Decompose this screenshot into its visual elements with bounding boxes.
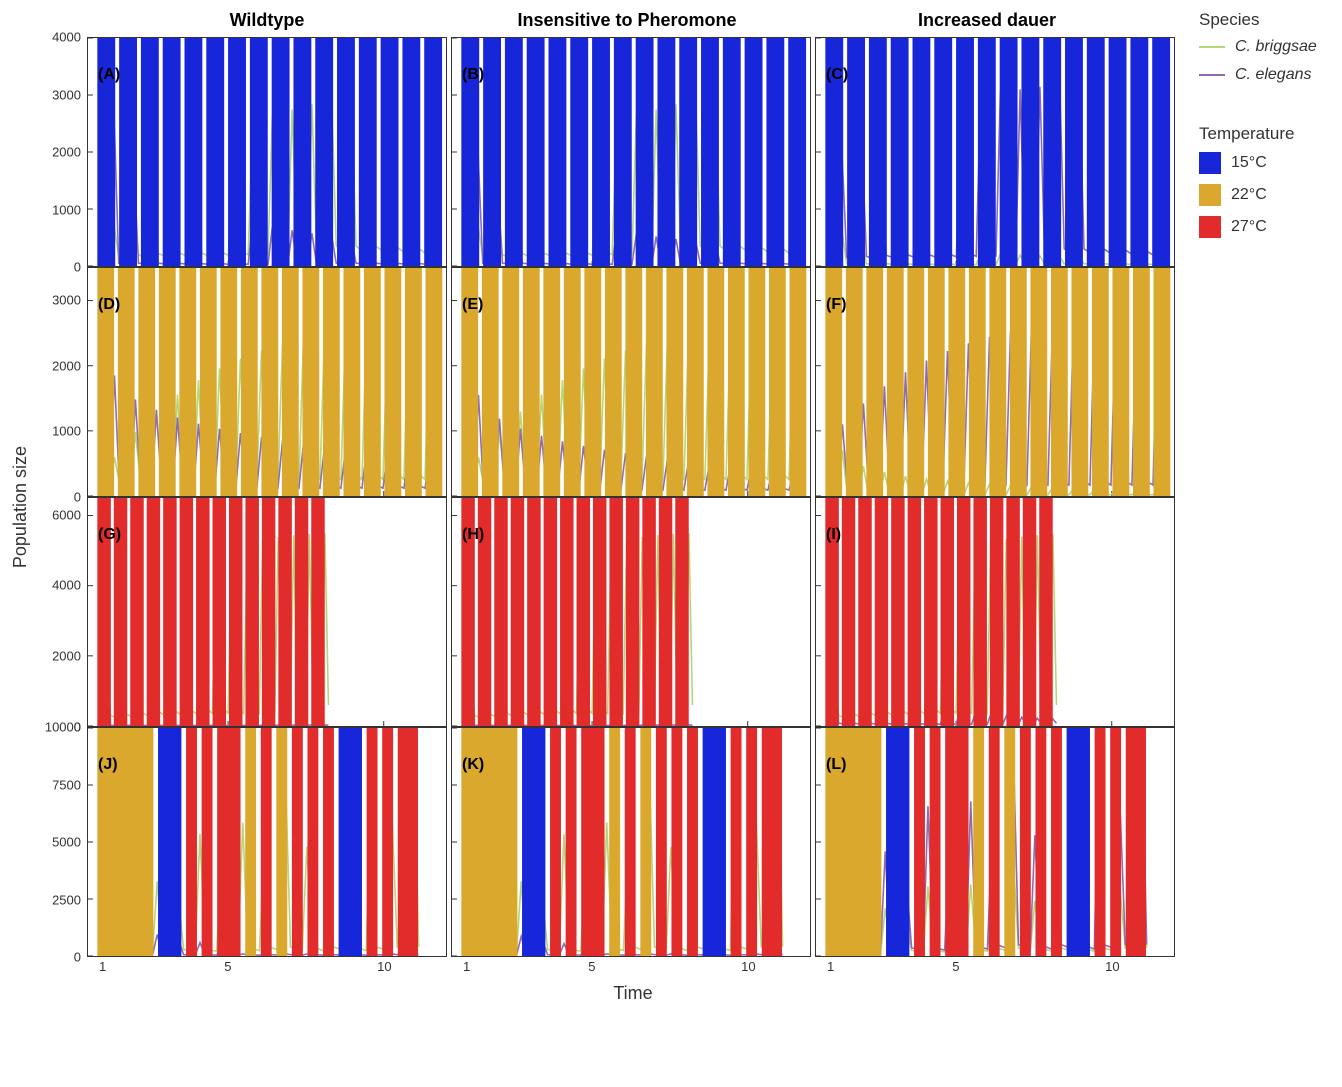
- ytick: 1000: [52, 202, 81, 217]
- legend-line-icon: [1199, 74, 1225, 76]
- xtick: 10: [1105, 959, 1119, 974]
- legend-line-icon: [1199, 46, 1225, 48]
- xtick: 10: [377, 959, 391, 974]
- ytick: 2500: [52, 892, 81, 907]
- ytick: 3000: [52, 292, 81, 307]
- ytick: 6000: [52, 507, 81, 522]
- panel-label: (F): [826, 296, 846, 314]
- ytick: 7500: [52, 777, 81, 792]
- ytick: 2000: [52, 145, 81, 160]
- panel-D: (D): [87, 267, 447, 497]
- xtick: 10: [741, 959, 755, 974]
- panel-L: (L): [815, 727, 1175, 957]
- xtick: 5: [952, 959, 959, 974]
- legend-label: 22°C: [1231, 186, 1267, 204]
- panel-A: (A): [87, 37, 447, 267]
- panel-grid: WildtypeInsensitive to PheromoneIncrease…: [39, 10, 1179, 1004]
- panel-J: (J): [87, 727, 447, 957]
- panel-F: (F): [815, 267, 1175, 497]
- panel-K: (K): [451, 727, 811, 957]
- ytick: 4000: [52, 578, 81, 593]
- main-area: WildtypeInsensitive to PheromoneIncrease…: [39, 10, 1317, 1004]
- xtick: 1: [99, 959, 106, 974]
- legend-box-icon: [1199, 216, 1221, 238]
- ytick: 0: [74, 950, 81, 965]
- panel-label: (B): [462, 66, 484, 84]
- panel-E: (E): [451, 267, 811, 497]
- col-header-2: Increased dauer: [807, 10, 1167, 37]
- xtick: 5: [224, 959, 231, 974]
- panel-label: (A): [98, 66, 120, 84]
- panel-label: (J): [98, 756, 118, 774]
- ytick: 1000: [52, 424, 81, 439]
- ytick: 3000: [52, 87, 81, 102]
- panel-label: (D): [98, 296, 120, 314]
- legend-box-icon: [1199, 184, 1221, 206]
- legend-temp-item: 22°C: [1199, 184, 1317, 206]
- panel-G: (G): [87, 497, 447, 727]
- legend-species-title: Species: [1199, 10, 1317, 30]
- panel-H: (H): [451, 497, 811, 727]
- legend-temp-title: Temperature: [1199, 124, 1317, 144]
- legend-temp-item: 15°C: [1199, 152, 1317, 174]
- col-header-1: Insensitive to Pheromone: [447, 10, 807, 37]
- ytick: 4000: [52, 30, 81, 45]
- legend-species-item: C. elegans: [1199, 66, 1317, 84]
- legend-label: 15°C: [1231, 154, 1267, 172]
- legend-species-item: C. briggsae: [1199, 38, 1317, 56]
- xtick: 1: [827, 959, 834, 974]
- figure: Population size WildtypeInsensitive to P…: [10, 10, 1332, 1004]
- panel-label: (C): [826, 66, 848, 84]
- legend-temp-item: 27°C: [1199, 216, 1317, 238]
- xtick: 1: [463, 959, 470, 974]
- legend-temperature: Temperature 15°C 22°C 27°C: [1199, 124, 1317, 238]
- ytick: 2000: [52, 649, 81, 664]
- panel-label: (K): [462, 756, 484, 774]
- panel-I: (I): [815, 497, 1175, 727]
- legend-species: Species C. briggsae C. elegans: [1199, 10, 1317, 84]
- xtick: 5: [588, 959, 595, 974]
- ytick: 10000: [45, 720, 81, 735]
- ytick: 5000: [52, 835, 81, 850]
- x-axis-label: Time: [87, 983, 1179, 1004]
- legend-label: C. elegans: [1235, 66, 1312, 84]
- legend-label: C. briggsae: [1235, 38, 1317, 56]
- panel-C: (C): [815, 37, 1175, 267]
- panel-label: (H): [462, 526, 484, 544]
- panel-label: (I): [826, 526, 841, 544]
- panel-label: (L): [826, 756, 846, 774]
- panel-B: (B): [451, 37, 811, 267]
- legend-label: 27°C: [1231, 218, 1267, 236]
- ytick: 2000: [52, 358, 81, 373]
- legend-box-icon: [1199, 152, 1221, 174]
- panel-label: (G): [98, 526, 121, 544]
- y-axis-label: Population size: [10, 446, 31, 568]
- legend: Species C. briggsae C. elegans Temperatur…: [1199, 10, 1317, 1004]
- col-header-0: Wildtype: [87, 10, 447, 37]
- panel-label: (E): [462, 296, 483, 314]
